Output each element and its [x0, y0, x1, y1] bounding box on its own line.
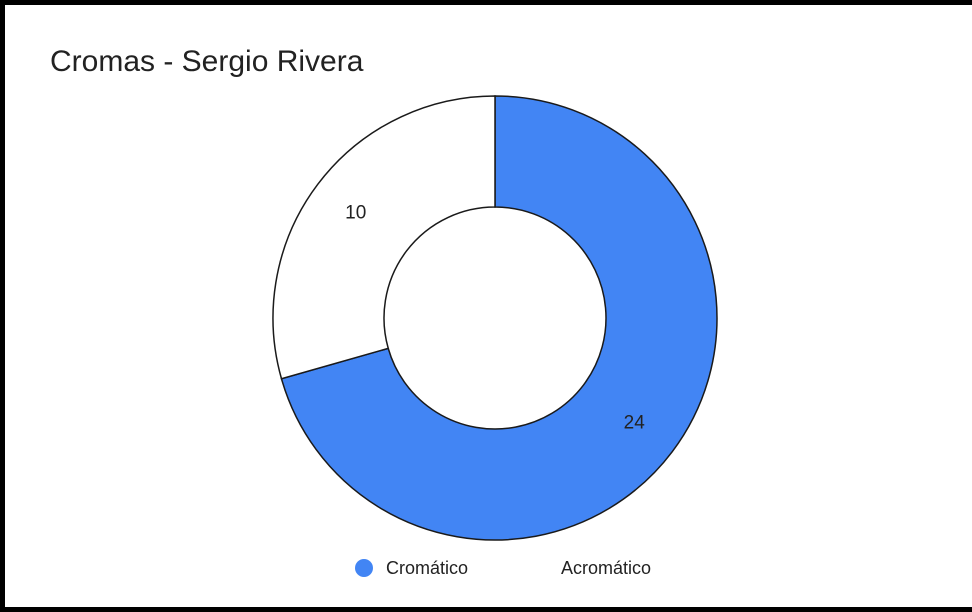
slice-value-label-acromatico: 10: [345, 202, 366, 223]
legend-marker-cromatico: [355, 559, 373, 577]
slice-acromatico: [272, 95, 496, 380]
slice-labels: 24 10: [345, 202, 645, 433]
chart-legend: Cromático Acromático: [355, 558, 651, 578]
slice-cromatico: [280, 95, 718, 541]
legend-marker-acromatico: [530, 559, 548, 577]
legend-label-cromatico: Cromático: [386, 558, 468, 578]
slice-value-label-cromatico: 24: [624, 413, 646, 434]
chart-title: Cromas - Sergio Rivera: [50, 45, 364, 78]
donut-slices: [272, 95, 718, 541]
legend-label-acromatico: Acromático: [561, 558, 651, 578]
